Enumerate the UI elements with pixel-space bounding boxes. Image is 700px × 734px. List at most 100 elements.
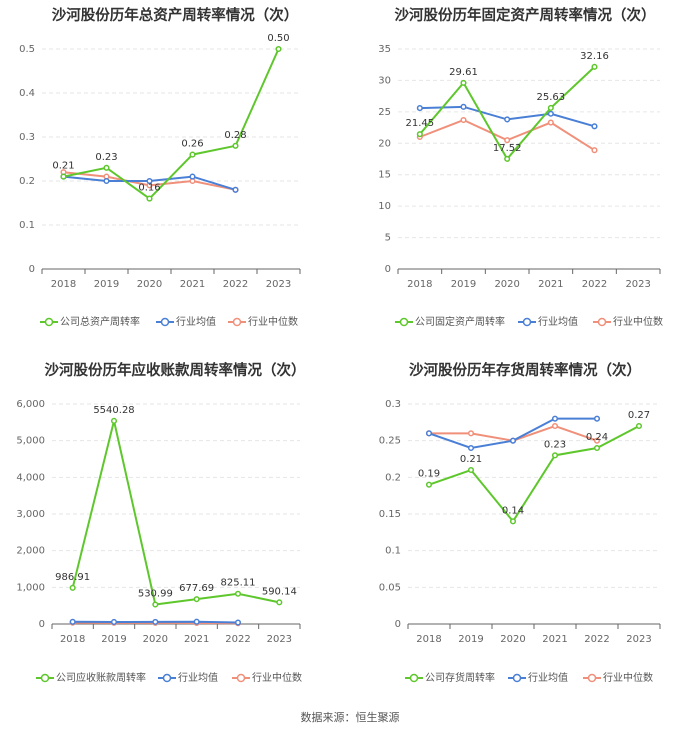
legend-swatch-marker bbox=[597, 317, 607, 327]
data-point-median bbox=[591, 147, 598, 154]
y-tick-label: 0.05 bbox=[379, 582, 401, 593]
data-label: 0.24 bbox=[586, 432, 608, 443]
data-point-company bbox=[425, 481, 433, 488]
legend-label: 行业中位数 bbox=[248, 315, 298, 328]
y-tick-label: 0 bbox=[29, 264, 35, 275]
x-tick-label: 2019 bbox=[458, 634, 483, 645]
data-point-company bbox=[635, 422, 643, 430]
data-point-avg bbox=[69, 618, 76, 625]
legend: 公司存货周转率 行业均值 行业中位数 bbox=[405, 671, 653, 684]
y-tick-label: 30 bbox=[378, 75, 391, 86]
y-tick-label: 2,000 bbox=[16, 546, 45, 557]
data-point-avg bbox=[189, 173, 196, 180]
y-tick-label: 5 bbox=[385, 233, 391, 244]
data-label: 0.21 bbox=[52, 161, 74, 172]
data-label: 25.63 bbox=[537, 92, 566, 103]
data-point-avg bbox=[460, 103, 467, 110]
data-point-company bbox=[509, 518, 517, 525]
legend-label: 行业均值 bbox=[528, 671, 568, 684]
data-point-median bbox=[467, 430, 475, 437]
data-label: 0.16 bbox=[138, 183, 160, 194]
legend-swatch-marker bbox=[236, 673, 246, 683]
data-point-company bbox=[103, 164, 110, 171]
y-tick-label: 5,000 bbox=[16, 436, 45, 447]
y-tick-label: 6,000 bbox=[16, 399, 45, 410]
legend-swatch-marker bbox=[587, 673, 597, 683]
y-tick-label: 25 bbox=[378, 107, 391, 118]
data-point-median bbox=[593, 437, 601, 444]
data-point-company bbox=[275, 45, 282, 53]
y-tick-label: 1,000 bbox=[16, 582, 45, 593]
y-tick-label: 3,000 bbox=[16, 509, 45, 520]
data-label: 986.91 bbox=[55, 572, 90, 583]
data-point-company bbox=[547, 104, 554, 111]
data-point-avg bbox=[234, 619, 242, 626]
data-label: 677.69 bbox=[179, 583, 214, 594]
data-point-company bbox=[110, 417, 118, 424]
legend-label: 行业中位数 bbox=[613, 315, 663, 328]
x-tick-label: 2019 bbox=[101, 634, 126, 645]
data-point-avg bbox=[509, 437, 517, 444]
data-point-avg bbox=[551, 415, 559, 422]
data-label: 0.23 bbox=[95, 152, 117, 163]
x-tick-label: 2023 bbox=[625, 279, 650, 290]
y-tick-label: 0.25 bbox=[379, 436, 401, 447]
data-point-company bbox=[234, 590, 242, 597]
legend-swatch-marker bbox=[409, 673, 419, 683]
y-tick-label: 0.4 bbox=[19, 88, 35, 99]
y-tick-label: 15 bbox=[378, 170, 391, 181]
x-tick-label: 2018 bbox=[51, 279, 76, 290]
y-tick-label: 0 bbox=[39, 619, 45, 630]
data-label: 17.52 bbox=[493, 143, 522, 154]
y-tick-label: 0.3 bbox=[19, 132, 35, 143]
data-label: 0.28 bbox=[224, 130, 246, 141]
legend: 公司固定资产周转率 行业均值 行业中位数 bbox=[395, 315, 663, 328]
chart-title: 沙河股份历年总资产周转率情况（次） bbox=[52, 6, 299, 24]
y-tick-label: 0 bbox=[395, 619, 401, 630]
data-point-company bbox=[189, 151, 196, 158]
chart-panel: 沙河股份历年总资产周转率情况（次） 0 0.1 0.2 0.3 0.4 0.5 2018 201… bbox=[19, 6, 301, 328]
legend-swatch-marker bbox=[512, 673, 522, 683]
x-tick-label: 2022 bbox=[223, 279, 248, 290]
legend-swatch-marker bbox=[160, 317, 170, 327]
legend-label: 公司总资产周转率 bbox=[60, 315, 140, 328]
x-tick-label: 2021 bbox=[184, 634, 209, 645]
legend-swatch-marker bbox=[40, 673, 50, 683]
data-point-company bbox=[146, 195, 153, 202]
data-point-avg bbox=[103, 177, 110, 185]
chart-title: 沙河股份历年固定资产周转率情况（次） bbox=[395, 6, 656, 24]
x-tick-label: 2022 bbox=[584, 634, 609, 645]
x-tick-label: 2022 bbox=[225, 634, 250, 645]
chart-title: 沙河股份历年存货周转率情况（次） bbox=[409, 361, 641, 379]
data-point-avg bbox=[425, 430, 433, 437]
legend-swatch-marker bbox=[522, 317, 532, 327]
x-tick-label: 2019 bbox=[94, 279, 119, 290]
x-tick-label: 2018 bbox=[407, 279, 432, 290]
data-point-company bbox=[467, 466, 475, 474]
data-point-median bbox=[504, 137, 511, 144]
y-tick-label: 10 bbox=[378, 201, 391, 212]
x-tick-label: 2018 bbox=[60, 634, 85, 645]
x-tick-label: 2023 bbox=[267, 634, 292, 645]
y-tick-label: 0.2 bbox=[19, 176, 35, 187]
data-point-avg bbox=[467, 444, 475, 452]
legend: 公司应收账款周转率 行业均值 行业中位数 bbox=[36, 671, 302, 684]
data-label: 32.16 bbox=[580, 51, 609, 62]
data-label: 29.61 bbox=[449, 67, 478, 78]
source-note: 数据来源：恒生聚源 bbox=[300, 711, 400, 724]
x-tick-label: 2020 bbox=[137, 279, 162, 290]
y-tick-label: 35 bbox=[378, 44, 391, 55]
x-tick-label: 2019 bbox=[451, 279, 476, 290]
data-label: 0.23 bbox=[544, 439, 566, 450]
data-label: 530.99 bbox=[138, 589, 173, 600]
x-tick-label: 2023 bbox=[626, 634, 651, 645]
data-label: 0.26 bbox=[181, 139, 203, 150]
x-tick-label: 2021 bbox=[180, 279, 205, 290]
data-point-company bbox=[276, 599, 283, 606]
data-label: 0.50 bbox=[267, 33, 289, 44]
x-tick-label: 2023 bbox=[266, 279, 291, 290]
legend-label: 行业中位数 bbox=[603, 671, 653, 684]
data-point-company bbox=[152, 601, 159, 608]
data-point-company bbox=[460, 79, 467, 86]
legend-label: 公司应收账款周转率 bbox=[56, 671, 146, 684]
